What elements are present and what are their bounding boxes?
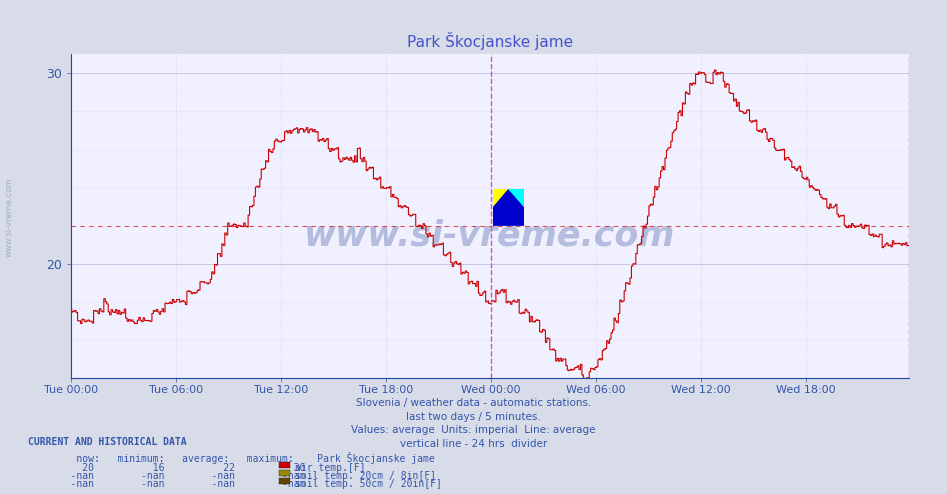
Text: -nan        -nan        -nan        -nan: -nan -nan -nan -nan: [47, 471, 306, 481]
Polygon shape: [492, 189, 509, 207]
Text: www.si-vreme.com: www.si-vreme.com: [5, 178, 14, 257]
Text: last two days / 5 minutes.: last two days / 5 minutes.: [406, 412, 541, 421]
Polygon shape: [492, 189, 524, 226]
Polygon shape: [509, 189, 524, 207]
Text: Slovenia / weather data - automatic stations.: Slovenia / weather data - automatic stat…: [356, 398, 591, 408]
Text: 20          16          22          30: 20 16 22 30: [47, 463, 306, 473]
Title: Park Škocjanske jame: Park Škocjanske jame: [407, 33, 573, 50]
Text: vertical line - 24 hrs  divider: vertical line - 24 hrs divider: [400, 439, 547, 449]
Text: now:   minimum:   average:   maximum:    Park Škocjanske jame: now: minimum: average: maximum: Park Ško…: [47, 452, 435, 464]
Text: soil temp. 20cm / 8in[F]: soil temp. 20cm / 8in[F]: [295, 471, 436, 481]
Text: Values: average  Units: imperial  Line: average: Values: average Units: imperial Line: av…: [351, 425, 596, 435]
Text: CURRENT AND HISTORICAL DATA: CURRENT AND HISTORICAL DATA: [28, 437, 188, 447]
Text: -nan        -nan        -nan        -nan: -nan -nan -nan -nan: [47, 479, 306, 489]
Text: air temp.[F]: air temp.[F]: [295, 463, 365, 473]
Polygon shape: [492, 189, 509, 207]
Text: www.si-vreme.com: www.si-vreme.com: [304, 218, 676, 252]
Polygon shape: [509, 189, 524, 207]
Text: soil temp. 50cm / 20in[F]: soil temp. 50cm / 20in[F]: [295, 479, 441, 489]
Polygon shape: [492, 189, 524, 226]
